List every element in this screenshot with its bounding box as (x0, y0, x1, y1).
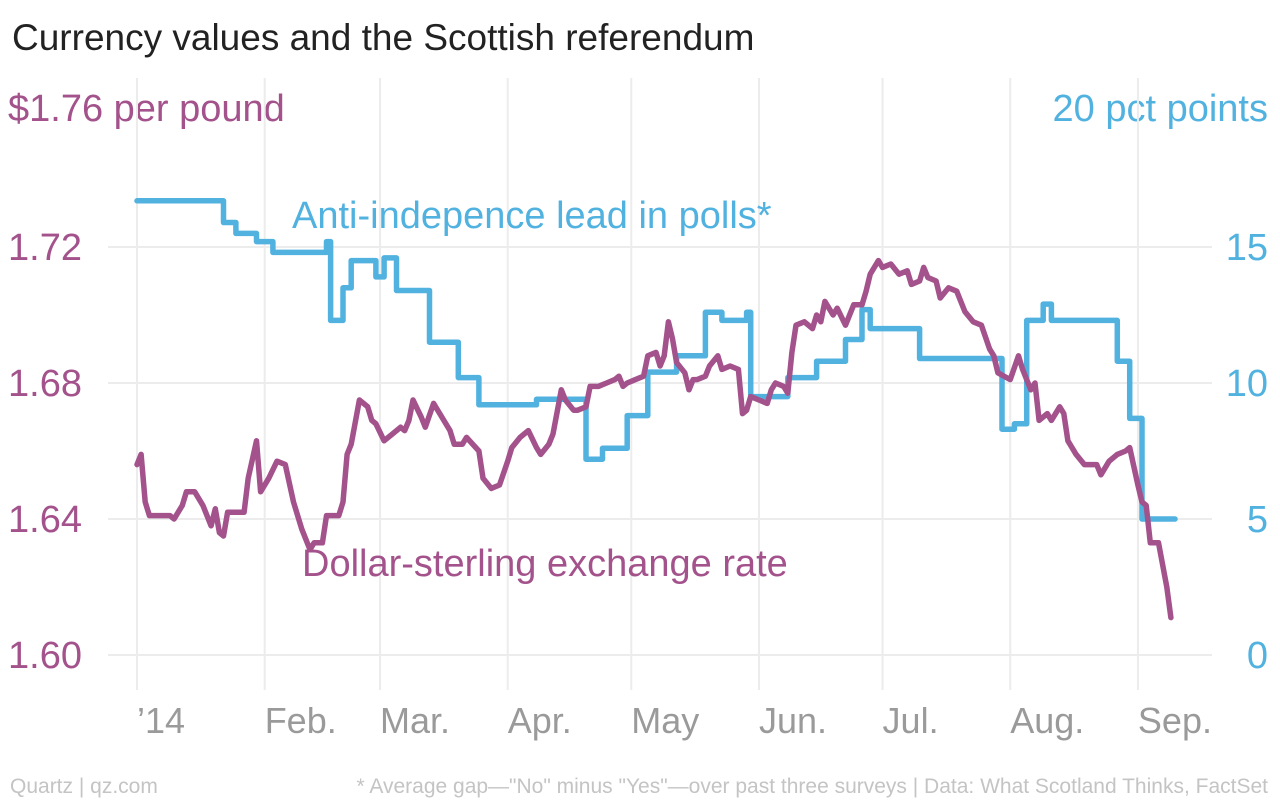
x-tick-label: Sep. (1138, 700, 1212, 741)
footer-note: * Average gap—"No" minus "Yes"—over past… (357, 775, 1269, 798)
x-tick-label: Jul. (883, 700, 939, 741)
x-tick-label: Jun. (759, 700, 827, 741)
left-tick-label: 1.60 (8, 635, 82, 677)
right-tick-label: 0 (1247, 635, 1268, 677)
x-tick-label: Mar. (380, 700, 450, 741)
rate-line (134, 257, 1174, 621)
x-tick-label: Apr. (508, 700, 572, 741)
right-tick-label: 15 (1226, 227, 1268, 269)
right-tick-label: 10 (1226, 363, 1268, 405)
series-lines (134, 198, 1178, 621)
left-tick-label: 1.72 (8, 227, 82, 269)
footer-source: Quartz | qz.com (10, 775, 158, 798)
chart-title: Currency values and the Scottish referen… (12, 17, 754, 58)
left-axis-label: $1.76 per pound (8, 88, 285, 130)
rate-series-label: Dollar-sterling exchange rate (302, 543, 788, 585)
horizontal-gridlines (108, 246, 1212, 656)
x-tick-label: ’14 (137, 700, 185, 741)
left-tick-label: 1.68 (8, 363, 82, 405)
x-tick-label: Aug. (1010, 700, 1084, 741)
left-tick-label: 1.64 (8, 499, 82, 541)
right-tick-labels: 0 5 10 15 (1226, 227, 1268, 677)
right-axis-label: 20 pct points (1053, 88, 1268, 130)
left-tick-labels: 1.60 1.64 1.68 1.72 (8, 227, 82, 677)
x-tick-label: May (631, 700, 699, 741)
right-tick-label: 5 (1247, 499, 1268, 541)
polls-series-label: Anti-indepence lead in polls* (292, 195, 772, 237)
x-tick-label: Feb. (265, 700, 337, 741)
x-tick-labels: ’14 Feb. Mar. Apr. May Jun. Jul. Aug. Sep. (137, 700, 1212, 741)
